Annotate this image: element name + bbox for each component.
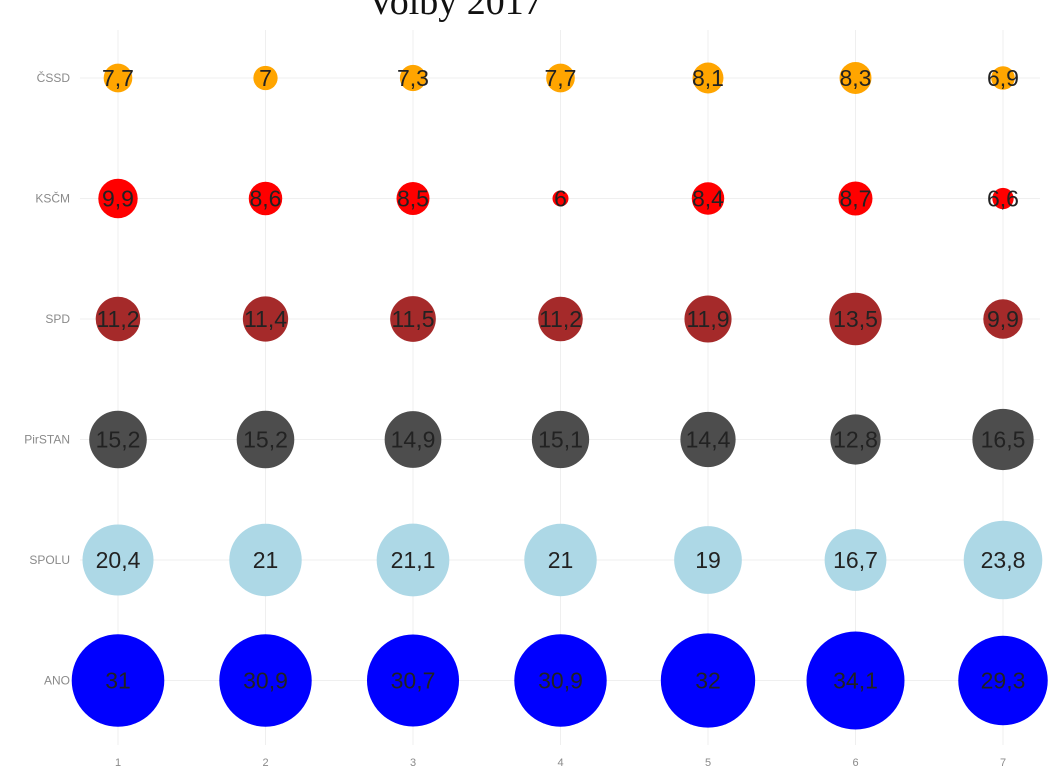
data-label: 8,4 [692, 186, 724, 212]
data-label: 30,9 [243, 668, 288, 694]
y-tick-label: PirSTAN [24, 433, 70, 447]
data-label: 8,5 [397, 186, 429, 212]
bubble [674, 526, 742, 594]
bubble [524, 523, 597, 597]
data-label: 31 [105, 668, 131, 694]
y-tick-label: SPD [45, 312, 70, 326]
data-label: 15,1 [538, 427, 583, 453]
bubble [242, 296, 289, 342]
bubble [992, 187, 1014, 210]
data-label: 14,4 [686, 427, 731, 453]
data-label: 16,5 [981, 427, 1026, 453]
bubble [366, 634, 460, 727]
x-tick-label: 7 [1000, 757, 1006, 769]
bubble [538, 296, 583, 342]
data-label: 14,9 [391, 427, 436, 453]
data-label: 15,2 [243, 427, 288, 453]
bubble [514, 634, 607, 727]
data-label: 30,9 [538, 668, 583, 694]
x-tick-label: 6 [852, 757, 858, 769]
bubble [248, 181, 283, 216]
bubble [680, 411, 736, 468]
bubble [384, 411, 442, 468]
bubble [82, 524, 154, 596]
bubble [229, 523, 302, 597]
data-label: 7,3 [397, 65, 429, 91]
bubble [660, 633, 756, 728]
bubble [684, 295, 732, 343]
data-label: 6 [554, 186, 567, 212]
bubble [89, 410, 147, 469]
y-tick-label: ČSSD [37, 70, 71, 85]
bubble [546, 63, 575, 93]
data-label: 19 [695, 547, 721, 573]
data-label: 11,4 [244, 306, 287, 332]
bubble [691, 182, 725, 215]
data-label: 21 [253, 547, 279, 573]
bubble [972, 408, 1034, 471]
data-label: 7,7 [102, 65, 134, 91]
data-label: 7 [259, 65, 272, 91]
data-label: 20,4 [96, 547, 141, 573]
bubble [396, 182, 430, 215]
data-label: 11,2 [96, 306, 139, 332]
x-tick-label: 1 [115, 757, 121, 769]
bubble [829, 292, 882, 346]
y-tick-label: ANO [44, 674, 70, 688]
x-tick-label: 4 [557, 757, 563, 769]
x-tick-label: 5 [705, 757, 711, 769]
data-label: 6,6 [987, 186, 1019, 212]
data-label: 9,9 [987, 306, 1019, 332]
data-label: 11,9 [686, 306, 729, 332]
data-label: 8,6 [250, 186, 282, 212]
chart-title: Volby 2017 [367, 0, 543, 23]
bubble [991, 66, 1015, 90]
bubble [71, 634, 165, 727]
data-label: 11,2 [539, 306, 582, 332]
bubble [98, 178, 138, 219]
data-label: 8,7 [840, 186, 872, 212]
bubble [692, 62, 724, 94]
bubble [103, 63, 133, 93]
bubble [399, 64, 427, 92]
data-label: 6,9 [987, 65, 1019, 91]
data-label: 30,7 [391, 668, 436, 694]
bubble [236, 410, 295, 469]
bubble [830, 414, 881, 465]
bubble [95, 296, 141, 342]
data-label: 21 [548, 547, 574, 573]
bubble [963, 520, 1043, 600]
bubble [552, 190, 569, 207]
bubble [839, 62, 872, 94]
bubble [824, 529, 887, 591]
data-label: 34,1 [833, 668, 878, 694]
data-label: 29,3 [981, 668, 1026, 694]
bubble [253, 65, 278, 91]
data-label: 16,7 [833, 547, 878, 573]
data-label: 8,1 [692, 65, 724, 91]
bubble [531, 410, 590, 469]
data-label: 21,1 [391, 547, 436, 573]
x-tick-label: 2 [262, 757, 268, 769]
data-label: 23,8 [981, 547, 1026, 573]
bubble [376, 523, 450, 597]
data-label: 9,9 [102, 186, 134, 212]
data-label: 11,5 [391, 306, 434, 332]
bubble [806, 631, 905, 730]
bubble [390, 296, 436, 342]
bubble [219, 634, 312, 727]
data-label: 7,7 [545, 65, 577, 91]
data-label: 32 [695, 668, 721, 694]
y-tick-label: KSČM [35, 191, 70, 206]
data-label: 12,8 [833, 427, 878, 453]
y-tick-label: SPOLU [29, 553, 70, 567]
bubble [983, 299, 1023, 339]
x-tick-label: 3 [410, 757, 416, 769]
data-label: 13,5 [833, 306, 878, 332]
data-label: 15,2 [96, 427, 141, 453]
data-label: 8,3 [840, 65, 872, 91]
bubble [958, 635, 1048, 726]
bubble [838, 181, 873, 216]
